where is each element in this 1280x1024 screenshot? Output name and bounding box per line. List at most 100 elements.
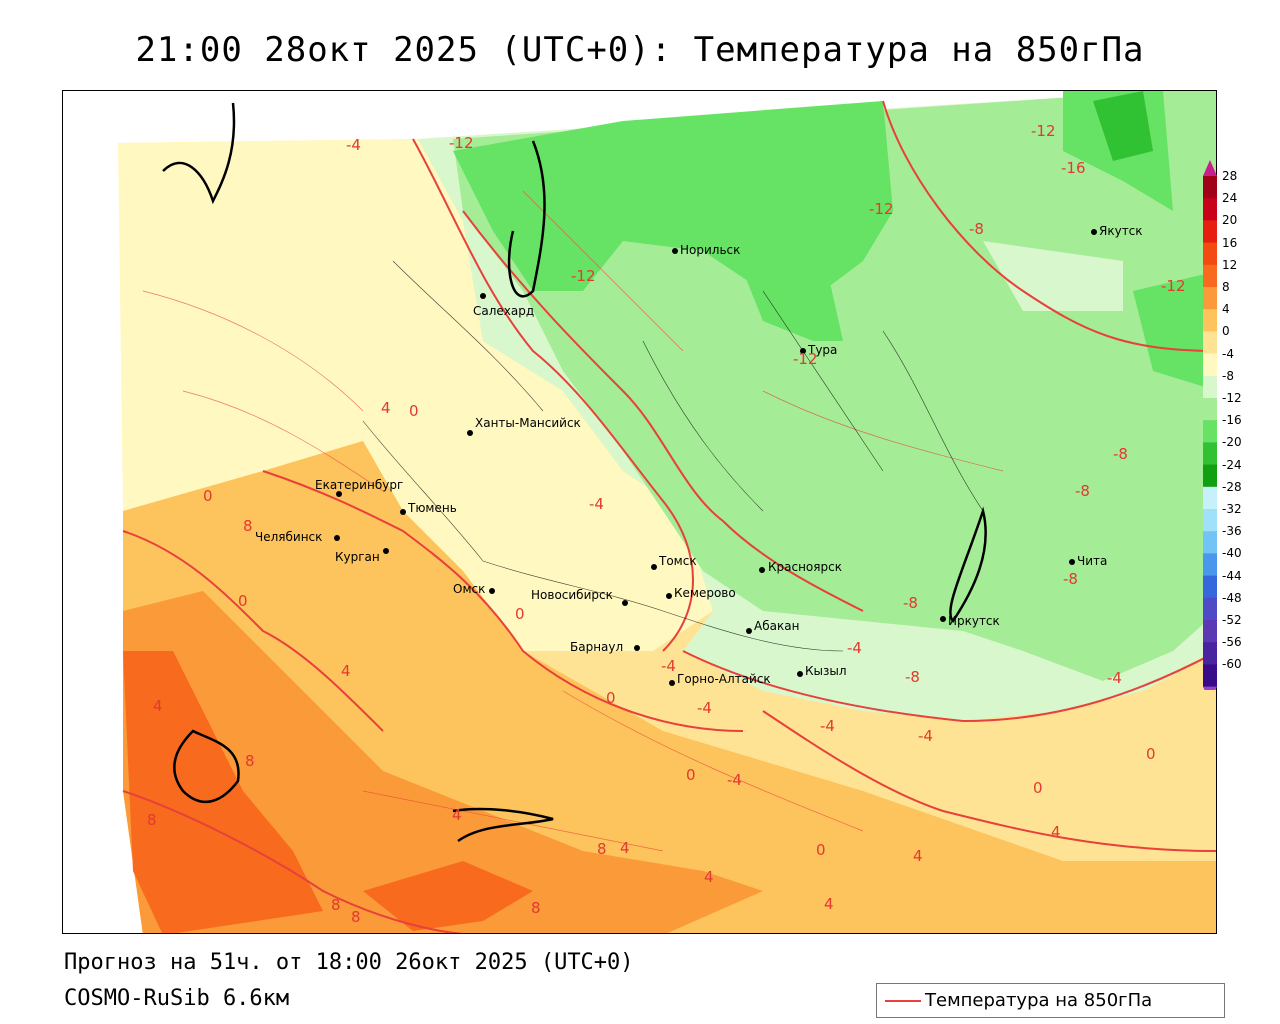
colorbar-swatch: [1203, 264, 1217, 288]
map-title: 21:00 28окт 2025 (UTC+0): Температура на…: [135, 30, 1145, 70]
svg-text:8: 8: [531, 899, 541, 917]
city-label-ekaterinburg: Екатеринбург: [315, 478, 403, 492]
svg-text:4: 4: [913, 847, 923, 865]
svg-text:4: 4: [824, 895, 834, 913]
svg-text:-8: -8: [1113, 445, 1128, 463]
colorbar-tick-label: 20: [1222, 213, 1238, 228]
svg-text:4: 4: [153, 697, 163, 715]
colorbar-tick-label: -24: [1222, 457, 1242, 472]
colorbar-tick-label: -4: [1222, 346, 1234, 361]
city-label-barnaul: Барнаул: [570, 640, 623, 654]
city-label-novosibirsk: Новосибирск: [531, 588, 613, 602]
legend-label: Температура на 850гПа: [925, 990, 1153, 1011]
svg-text:4: 4: [620, 839, 630, 857]
colorbar-tick-label: -32: [1222, 502, 1242, 516]
colorbar-tick-label: 16: [1222, 235, 1238, 250]
city-label-kurgan: Курган: [335, 550, 380, 564]
forecast-info: Прогноз на 51ч. от 18:00 26окт 2025 (UTC…: [64, 950, 634, 975]
colorbar-tick-label: -48: [1222, 590, 1242, 605]
svg-text:0: 0: [1033, 779, 1043, 797]
colorbar-swatch: [1203, 486, 1217, 510]
svg-text:0: 0: [816, 841, 826, 859]
svg-text:0: 0: [686, 766, 696, 784]
colorbar-swatch: [1203, 664, 1217, 688]
city-label-tomsk: Томск: [658, 554, 697, 568]
svg-text:4: 4: [381, 399, 391, 417]
colorbar-swatch: [1203, 353, 1217, 377]
colorbar-swatch: [1203, 198, 1217, 221]
colorbar-tick-label: -28: [1222, 479, 1242, 494]
colorbar-tick-label: 8: [1222, 280, 1230, 294]
svg-text:-8: -8: [905, 668, 920, 686]
colorbar-swatch: [1203, 176, 1217, 199]
city-label-chelyabinsk: Челябинск: [255, 530, 322, 544]
svg-text:-12: -12: [869, 200, 894, 218]
svg-text:8: 8: [243, 517, 253, 535]
svg-text:8: 8: [245, 752, 255, 770]
svg-text:8: 8: [597, 840, 607, 858]
svg-text:0: 0: [515, 605, 525, 623]
colorbar-swatch: [1203, 531, 1217, 554]
colorbar-swatch: [1203, 553, 1217, 577]
svg-text:-4: -4: [1107, 669, 1122, 687]
city-label-norilsk: Норильск: [680, 243, 740, 257]
isotherm-labels: -4 -12 -12 -16 -12 -8 -12 -12 -12 0 -4 -…: [147, 122, 1186, 926]
colorbar-tick-label: 28: [1222, 169, 1238, 183]
svg-text:-4: -4: [661, 657, 676, 675]
colorbar-tick-label: -60: [1222, 657, 1242, 672]
colorbar-tick-label: 24: [1222, 191, 1238, 206]
city-label-irkutsk: Иркутск: [948, 614, 1000, 628]
svg-text:-12: -12: [1031, 122, 1056, 140]
colorbar-tick-label: -20: [1222, 435, 1242, 450]
colorbar-swatch: [1203, 442, 1217, 466]
colorbar-tick-label: -36: [1222, 524, 1242, 539]
colorbar-swatch: [1203, 398, 1217, 421]
svg-text:-4: -4: [697, 699, 712, 717]
colorbar-tick-label: -12: [1222, 391, 1242, 405]
colorbar-tick-label: -56: [1222, 635, 1242, 650]
colorbar-swatch: [1203, 509, 1217, 532]
colorbar-swatch: [1203, 420, 1217, 443]
colorbar-swatches: [1203, 160, 1217, 690]
city-label-tyumen: Тюмень: [407, 501, 457, 515]
colorbar-tick-label: -8: [1222, 368, 1234, 383]
svg-text:0: 0: [1146, 745, 1156, 763]
city-markers: Норильск Якутск Салехард Тура Ханты-Манс…: [255, 224, 1143, 686]
colorbar-tick-label: -44: [1222, 568, 1242, 583]
colorbar-swatch: [1203, 375, 1217, 399]
svg-text:-8: -8: [903, 594, 918, 612]
svg-text:4: 4: [704, 868, 714, 886]
svg-text:0: 0: [409, 402, 419, 420]
svg-text:-4: -4: [727, 771, 742, 789]
city-label-omsk: Омск: [453, 582, 485, 596]
map-canvas: Норильск Якутск Салехард Тура Ханты-Манс…: [63, 91, 1216, 933]
city-label-krasnoyarsk: Красноярск: [768, 560, 842, 574]
city-label-salekhard: Салехард: [473, 304, 534, 318]
svg-text:8: 8: [351, 908, 361, 926]
city-label-tura: Тура: [807, 343, 837, 357]
colorbar-bottom-arrow: [1203, 686, 1217, 690]
temperature-map: Норильск Якутск Салехард Тура Ханты-Манс…: [62, 90, 1217, 934]
colorbar-swatch: [1203, 642, 1217, 665]
city-label-abakan: Абакан: [754, 619, 799, 633]
svg-text:-16: -16: [1061, 159, 1086, 177]
svg-text:-8: -8: [1063, 570, 1078, 588]
colorbar-swatch: [1203, 331, 1217, 355]
city-label-khanty-mansiysk: Ханты-Мансийск: [475, 416, 581, 430]
svg-text:-12: -12: [793, 350, 818, 368]
svg-text:-12: -12: [1161, 277, 1186, 295]
svg-text:0: 0: [203, 487, 213, 505]
colorbar-swatch: [1203, 287, 1217, 310]
svg-text:-8: -8: [1075, 482, 1090, 500]
svg-text:8: 8: [331, 896, 341, 914]
svg-text:0: 0: [238, 592, 248, 610]
colorbar-swatch: [1203, 220, 1217, 244]
map-legend: Температура на 850гПа: [876, 983, 1225, 1018]
svg-text:-4: -4: [346, 136, 361, 154]
svg-text:-4: -4: [589, 495, 604, 513]
colorbar-tick-label: 0: [1222, 324, 1230, 339]
legend-line-swatch: [885, 1000, 921, 1002]
colorbar-tick-label: 4: [1222, 302, 1230, 317]
model-info: COSMO-RuSib 6.6км: [64, 986, 290, 1011]
city-label-kyzyl: Кызыл: [805, 664, 847, 678]
